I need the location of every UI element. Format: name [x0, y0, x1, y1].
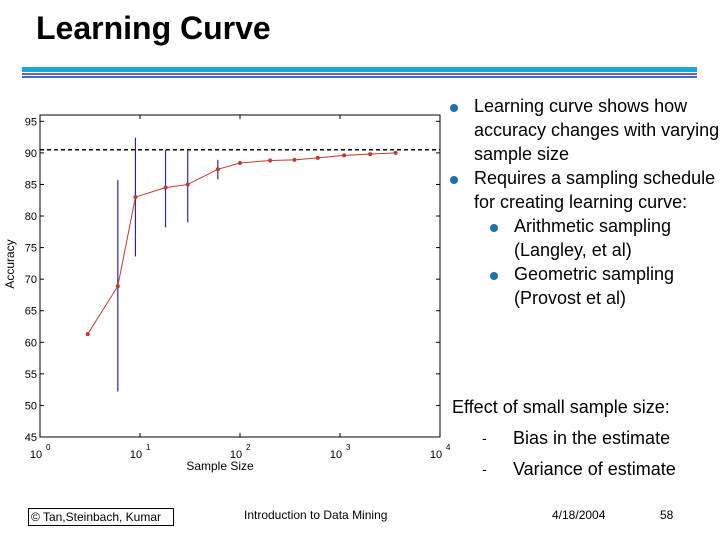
y-tick-label: 75 [25, 243, 37, 255]
data-point [163, 185, 168, 190]
x-tick-exponent: 0 [46, 443, 51, 452]
data-point [185, 182, 190, 187]
effect-item: - Bias in the estimate [452, 423, 676, 454]
effect-section: Effect of small sample size: - Bias in t… [452, 392, 676, 485]
y-tick-label: 45 [25, 432, 37, 444]
data-point [215, 167, 220, 172]
y-tick-label: 60 [25, 337, 37, 349]
y-axis-label: Accuracy [3, 239, 17, 288]
data-point [393, 150, 398, 155]
effect-item-text: Variance of estimate [513, 459, 676, 479]
title-rule-cyan [22, 67, 697, 72]
bullet-text: Requires a sampling schedule for creatin… [474, 168, 716, 212]
bullet-dot-icon [490, 272, 498, 280]
x-tick-label: 10 [130, 449, 142, 461]
data-point [268, 158, 273, 163]
sub-bullet-item: Geometric sampling (Provost et al) [490, 262, 720, 310]
x-tick-exponent: 2 [246, 443, 251, 452]
y-tick-label: 95 [25, 116, 37, 128]
slide-title: Learning Curve [36, 10, 271, 46]
x-tick-exponent: 3 [346, 443, 351, 452]
bullet-item: Requires a sampling schedule for creatin… [450, 166, 720, 214]
axis-ticks [39, 115, 441, 438]
data-point [292, 157, 297, 162]
x-tick-label: 10 [30, 449, 42, 461]
footer-page-number: 58 [660, 508, 674, 522]
accuracy-curve [87, 152, 396, 335]
sub-bullet-text: Geometric sampling (Provost et al) [514, 264, 675, 308]
footer-date: 4/18/2004 [552, 508, 606, 522]
y-tick-label: 70 [25, 274, 37, 286]
effect-item-text: Bias in the estimate [513, 428, 671, 448]
sub-bullet-item: Arithmetic sampling (Langley, et al) [490, 214, 720, 262]
data-point [238, 160, 242, 165]
y-tick-label: 65 [25, 306, 37, 318]
title-rule-purple [22, 73, 697, 75]
x-axis-label: Sample Size [186, 459, 254, 473]
title-rule-blue [22, 76, 697, 78]
x-tick-label: 10 [330, 449, 342, 461]
data-points [85, 150, 398, 337]
data-point [368, 152, 373, 157]
y-tick-label: 85 [25, 179, 37, 191]
dash-marker: - [482, 461, 487, 477]
bullet-item: Learning curve shows how accuracy change… [450, 94, 720, 166]
bullet-dot-icon [490, 224, 498, 232]
data-point [342, 153, 347, 158]
bullet-list: Learning curve shows how accuracy change… [450, 94, 720, 310]
data-point [85, 332, 90, 337]
data-point [133, 195, 138, 200]
sub-bullet-text: Arithmetic sampling (Langley, et al) [514, 216, 672, 260]
x-tick-label: 10 [430, 449, 442, 461]
x-tick-exponent: 4 [446, 443, 450, 452]
bullet-dot-icon [450, 104, 458, 112]
error-bars [117, 137, 219, 392]
x-tick-label: 10 [230, 449, 242, 461]
effect-item: - Variance of estimate [452, 454, 676, 485]
y-tick-label: 90 [25, 148, 37, 160]
x-tick-exponent: 1 [146, 443, 151, 452]
footer-course: Introduction to Data Mining [244, 508, 388, 522]
y-tick-label: 50 [25, 400, 37, 412]
y-tick-label: 80 [25, 211, 37, 223]
dash-marker: - [482, 430, 487, 446]
effect-heading: Effect of small sample size: [452, 397, 670, 417]
footer-copyright: © Tan,Steinbach, Kumar [28, 508, 174, 526]
y-tick-label: 55 [25, 369, 37, 381]
bullet-dot-icon [450, 176, 458, 184]
x-tick-labels: 10 0 10 1 10 2 10 3 10 4 [30, 443, 450, 461]
data-point [315, 155, 320, 160]
y-tick-labels: 45 50 55 60 65 70 75 80 85 90 95 [25, 116, 37, 444]
bullet-text: Learning curve shows how accuracy change… [474, 96, 720, 164]
data-point [115, 284, 120, 289]
